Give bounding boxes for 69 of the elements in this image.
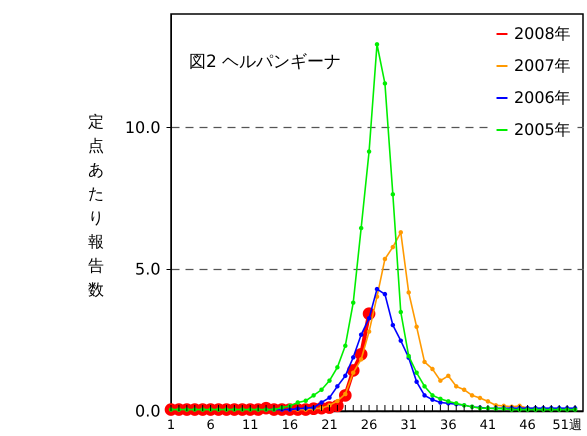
point [296, 400, 300, 405]
point [430, 366, 435, 372]
point [358, 357, 364, 362]
point [438, 396, 443, 402]
point [335, 398, 340, 404]
point [390, 244, 396, 250]
point [446, 374, 451, 378]
point [350, 300, 356, 305]
point [358, 226, 364, 230]
x-tick-label: 41 [480, 418, 496, 433]
y-axis-title: 定点あたり報告数 [88, 112, 104, 299]
point [486, 399, 490, 404]
text: 図2 ヘルパンギーナ [189, 52, 342, 72]
point [374, 42, 380, 47]
point [422, 384, 427, 389]
legend-label: 2006年 [514, 88, 571, 107]
x-tick-label: 36 [440, 418, 457, 433]
point [350, 355, 356, 360]
point [390, 192, 396, 197]
point [327, 395, 332, 400]
point [398, 310, 404, 314]
point [414, 324, 419, 330]
point [470, 393, 474, 398]
point [374, 286, 380, 292]
point [335, 384, 340, 389]
point [390, 322, 396, 328]
point [422, 360, 427, 364]
legend-label: 2005年 [514, 120, 571, 139]
point [335, 365, 340, 370]
x-tick-label: 26 [360, 418, 378, 433]
point [382, 81, 388, 86]
point [414, 380, 419, 384]
x-tick-label: 16 [282, 418, 298, 433]
point [319, 388, 324, 392]
point [343, 344, 348, 348]
point [366, 149, 372, 154]
point [327, 378, 332, 383]
point [454, 384, 458, 389]
point [303, 398, 308, 404]
x-tick-label: 46 [519, 418, 536, 433]
legend-label: 2007年 [514, 56, 571, 75]
x-tick-label: 6 [206, 418, 215, 433]
point [311, 393, 316, 398]
y-tick-label: 5.0 [135, 260, 160, 279]
point [430, 393, 435, 398]
point [382, 256, 388, 262]
point [422, 393, 427, 398]
point [358, 332, 364, 337]
point [398, 338, 404, 343]
y-tick-label: 10.0 [124, 118, 160, 137]
point [366, 329, 372, 334]
point [319, 400, 324, 405]
point [462, 388, 466, 392]
y-tick-label: 0.0 [135, 402, 160, 420]
x-tick-label: 1 [166, 418, 176, 433]
point [478, 396, 482, 400]
point [406, 290, 411, 295]
x-tick-label: 11 [242, 418, 259, 433]
point [343, 374, 348, 378]
point [430, 397, 435, 402]
x-tick-label: 21 [321, 418, 338, 433]
point [366, 316, 372, 321]
x-tick-label: 31 [400, 418, 417, 433]
legend-label: 2008年 [514, 24, 571, 43]
point [414, 370, 419, 375]
x-tick-label: 51週 [552, 418, 582, 433]
point [382, 292, 388, 296]
point [438, 378, 443, 383]
point [398, 230, 404, 235]
